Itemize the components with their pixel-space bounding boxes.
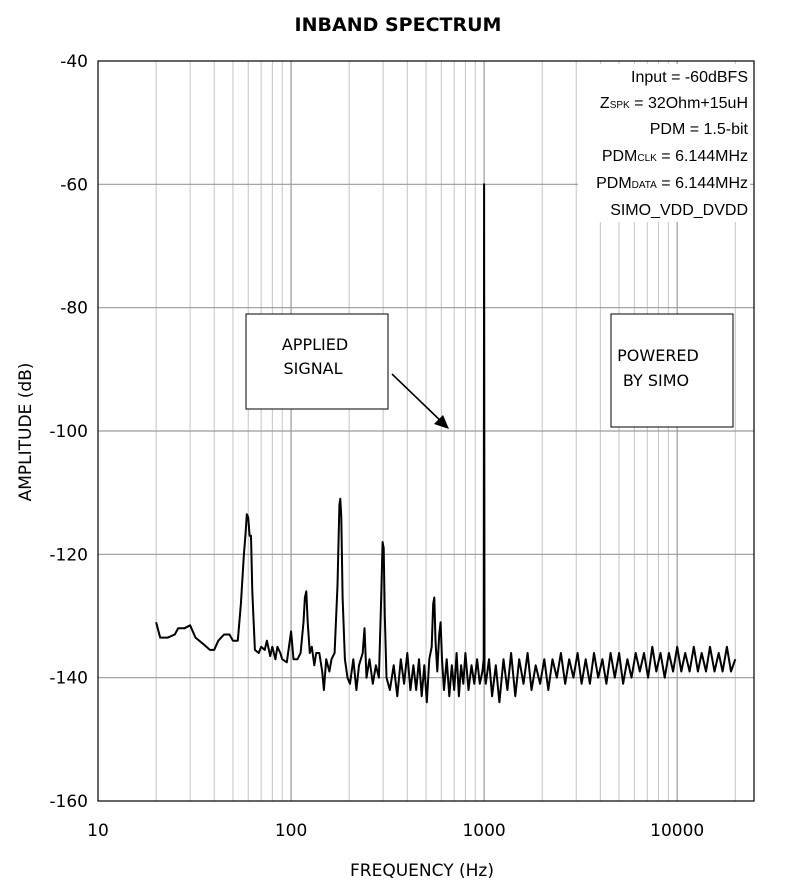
- applied-signal-line-1: APPLIED: [282, 335, 348, 354]
- info-pdmdata: PDMDATA = 6.144MHz: [596, 175, 748, 192]
- y-tick-label: -60: [60, 175, 88, 195]
- x-tick-label: 10000: [650, 821, 704, 841]
- powered-by-simo-callout: POWERED BY SIMO: [610, 313, 734, 428]
- info-pdmclk: PDMCLK = 6.144MHz: [602, 148, 748, 165]
- y-tick-label: -80: [60, 299, 88, 319]
- y-tick-label: -160: [49, 792, 88, 812]
- x-tick-labels: 10 100 1000 10000: [87, 821, 704, 841]
- info-input: Input = -60dBFS: [631, 69, 748, 86]
- powered-by-line-2: BY SIMO: [623, 371, 689, 390]
- y-axis-label: AMPLITUDE (dB): [16, 363, 36, 502]
- info-zspk: ZSPK = 32Ohm+15uH: [600, 95, 748, 112]
- test-conditions-box: Input = -60dBFS ZSPK = 32Ohm+15uH PDM = …: [578, 64, 750, 222]
- x-axis-label: FREQUENCY (Hz): [350, 861, 494, 881]
- info-pdm: PDM = 1.5-bit: [650, 121, 749, 138]
- powered-by-simo-box: [610, 313, 734, 428]
- x-tick-label: 10: [87, 821, 109, 841]
- plot-frame: [97, 60, 755, 802]
- chart-title: INBAND SPECTRUM: [295, 14, 502, 36]
- y-tick-label: -40: [60, 52, 88, 72]
- applied-signal-arrowhead: [434, 415, 449, 429]
- applied-signal-arrow: [391, 373, 447, 427]
- info-supply: SIMO_VDD_DVDD: [610, 202, 748, 219]
- y-tick-label: -140: [49, 669, 88, 689]
- y-tick-labels: -40 -60 -80 -100 -120 -140 -160: [49, 52, 88, 812]
- x-tick-label: 1000: [462, 821, 505, 841]
- y-tick-label: -120: [49, 545, 88, 565]
- applied-signal-box: [245, 313, 389, 410]
- y-tick-label: -100: [49, 422, 88, 442]
- powered-by-line-1: POWERED: [617, 346, 699, 365]
- applied-signal-callout: APPLIED SIGNAL: [245, 313, 449, 429]
- applied-signal-line-2: SIGNAL: [283, 359, 342, 378]
- x-tick-label: 100: [275, 821, 307, 841]
- spectrum-series-line: [155, 183, 737, 704]
